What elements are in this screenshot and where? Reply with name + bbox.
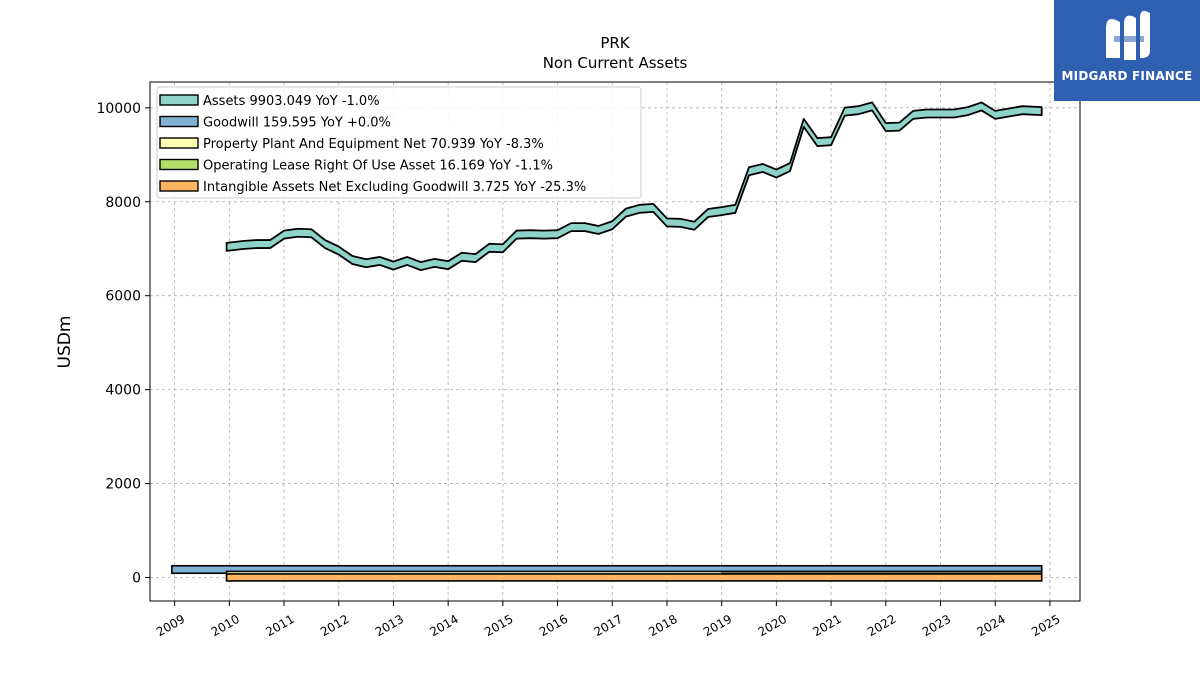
x-tick-label: 2012	[318, 612, 351, 639]
y-tick-label: 4000	[105, 383, 141, 399]
x-tick-label: 2024	[974, 612, 1007, 639]
y-tick-label: 8000	[105, 195, 141, 211]
legend-label: Intangible Assets Net Excluding Goodwill…	[203, 180, 586, 195]
brand-logo: MIDGARD FINANCE	[1054, 0, 1200, 101]
x-tick-label: 2021	[810, 612, 843, 639]
legend-label: Operating Lease Right Of Use Asset 16.16…	[203, 159, 553, 174]
brand-name: MIDGARD FINANCE	[1061, 69, 1193, 83]
x-tick-label: 2020	[756, 612, 789, 639]
chart-title: PRK	[600, 34, 630, 52]
legend-swatch	[159, 180, 199, 192]
x-tick-label: 2025	[1029, 612, 1062, 639]
legend-label: Property Plant And Equipment Net 70.939 …	[203, 137, 544, 152]
legend-swatch	[159, 158, 199, 171]
x-tick-label: 2023	[920, 612, 953, 639]
legend-box	[156, 86, 642, 199]
y-tick-label: 10000	[96, 101, 141, 117]
y-tick-label: 2000	[105, 477, 141, 493]
legend-swatch	[159, 94, 199, 106]
plot-frame	[149, 81, 1081, 602]
x-tick-label: 2019	[701, 612, 734, 639]
series-assets-band	[225, 101, 1043, 272]
x-tick-label: 2015	[482, 612, 515, 639]
plot-area	[171, 101, 1043, 582]
x-tick-label: 2011	[263, 612, 296, 639]
legend: Assets 9903.049 YoY -1.0% Goodwill 159.59…	[156, 86, 642, 199]
chart-subtitle: Non Current Assets	[543, 54, 688, 72]
legend-swatch	[159, 115, 199, 128]
x-tick-label: 2022	[865, 612, 898, 639]
x-tick-label: 2018	[646, 612, 679, 639]
y-axis-label: USDm	[55, 316, 75, 369]
series-band-4	[225, 573, 1043, 582]
x-tick-label: 2010	[209, 612, 242, 639]
legend-swatch	[159, 137, 199, 149]
legend-label: Goodwill 159.595 YoY +0.0%	[203, 116, 391, 131]
legend-label: Assets 9903.049 YoY -1.0%	[203, 94, 380, 109]
x-tick-label: 2009	[154, 612, 187, 639]
midgard-logo-icon	[1106, 10, 1150, 60]
y-tick-label: 0	[132, 571, 141, 587]
x-tick-label: 2016	[537, 612, 570, 639]
x-tick-label: 2017	[592, 612, 625, 639]
x-tick-label: 2014	[427, 612, 460, 639]
y-tick-label: 6000	[105, 289, 141, 305]
x-tick-label: 2013	[373, 612, 406, 639]
